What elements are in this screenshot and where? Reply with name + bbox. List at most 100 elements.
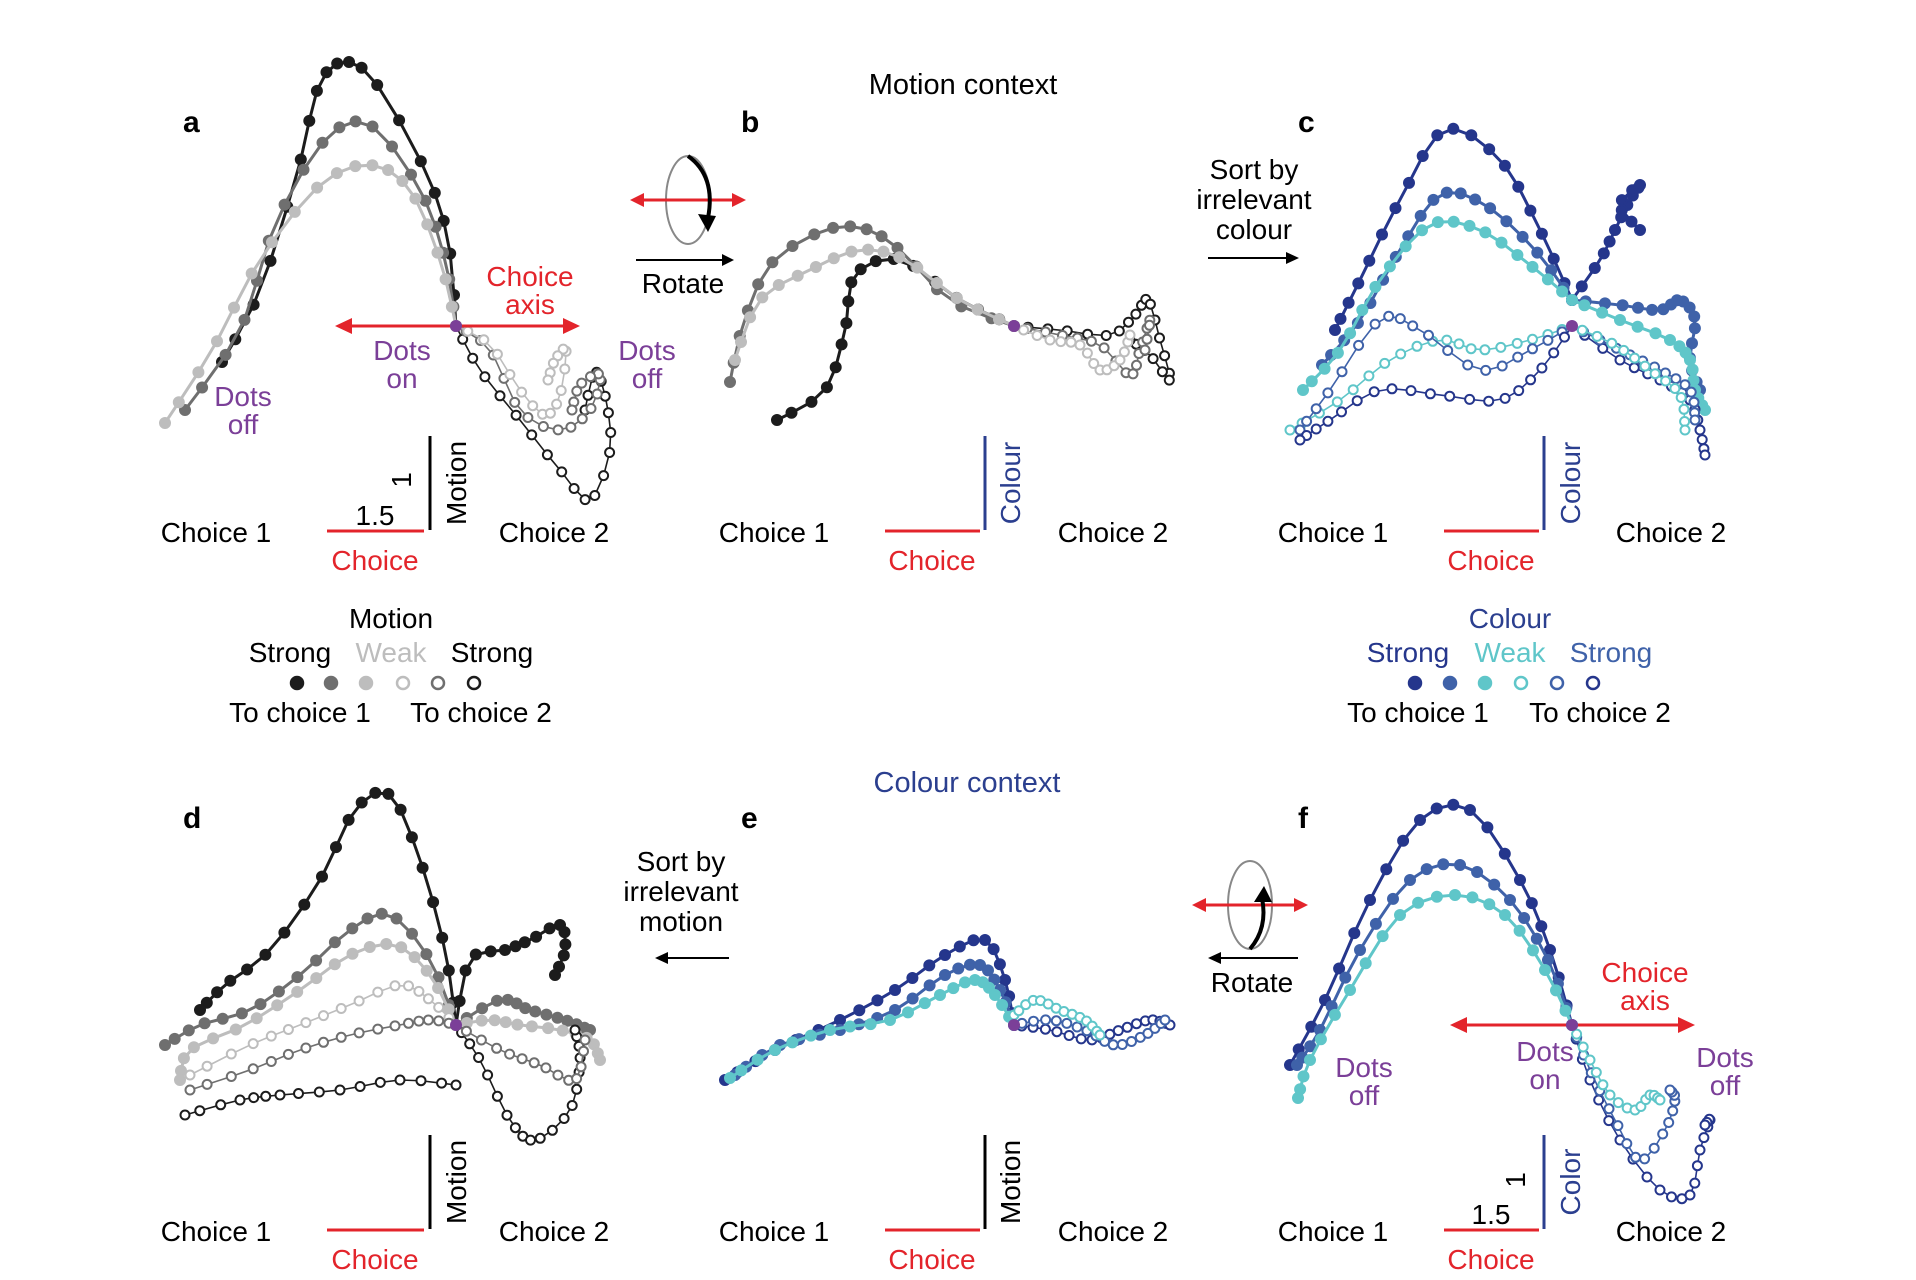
trajectory-point xyxy=(1159,350,1171,362)
trajectory-point xyxy=(1578,299,1591,312)
trajectory-point xyxy=(971,303,984,316)
trajectory-point xyxy=(546,1124,558,1136)
trajectory-point xyxy=(534,1132,546,1144)
trajectory-point xyxy=(453,995,466,1007)
trajectory-point xyxy=(328,936,341,949)
trajectory-point xyxy=(484,945,497,958)
trajectory-point xyxy=(602,407,614,419)
trajectory-point xyxy=(196,381,209,394)
legend-title: Colour xyxy=(1469,603,1551,634)
trajectory-point xyxy=(582,389,594,401)
trajectory-point xyxy=(1055,336,1067,348)
trajectory-point xyxy=(225,1048,237,1060)
trajectory-point xyxy=(1284,424,1296,436)
trajectory-point xyxy=(194,1004,206,1016)
legend-marker xyxy=(1477,675,1493,691)
trajectory-point xyxy=(1657,1128,1669,1140)
trajectory-point xyxy=(999,974,1011,986)
trajectory-point xyxy=(559,363,571,375)
panel-d-annotations: Motion Choice Choice 1 Choice 2 xyxy=(161,1019,610,1275)
trajectory-point xyxy=(228,301,240,314)
trajectory-point xyxy=(476,1002,489,1015)
trajectory-point xyxy=(1159,1014,1171,1026)
trajectory-point xyxy=(1297,1070,1310,1083)
legend-marker xyxy=(323,675,339,691)
trajectory-point xyxy=(1363,370,1375,382)
trajectory-line xyxy=(1288,803,1574,1066)
choice-scale-label: Choice xyxy=(1447,545,1534,576)
trajectory-point xyxy=(254,998,267,1011)
trajectory-point xyxy=(421,218,434,231)
choice2-label: Choice 2 xyxy=(499,517,610,548)
colour-context-heading: Colour context xyxy=(874,767,1061,799)
trajectory-point xyxy=(1454,859,1466,871)
trajectory-point xyxy=(1525,374,1537,386)
trajectory-point xyxy=(501,1109,513,1121)
trajectory-point xyxy=(939,969,951,981)
trajectory-point xyxy=(168,1032,181,1045)
trajectory-point xyxy=(462,325,474,337)
trajectory-point xyxy=(528,1057,540,1069)
trajectory-point xyxy=(862,243,875,256)
trajectory-point xyxy=(1389,202,1402,215)
trajectory-point xyxy=(1379,357,1391,369)
colour-scale-label: Colour xyxy=(995,442,1026,524)
trajectory-point xyxy=(349,160,362,173)
trajectory-point xyxy=(1616,299,1629,312)
trajectory-point xyxy=(1648,1142,1660,1154)
trajectory-point xyxy=(1559,331,1570,343)
trajectory-point xyxy=(1590,1066,1602,1078)
trajectory-point xyxy=(551,1011,564,1024)
trajectory-point xyxy=(1380,863,1393,876)
dots-on-marker xyxy=(450,320,462,332)
trajectory-point xyxy=(1447,122,1460,135)
trajectory-point xyxy=(1116,1039,1128,1050)
trajectory-point xyxy=(877,245,890,258)
trajectory-point xyxy=(1154,332,1165,344)
trajectory-point xyxy=(1063,1030,1075,1041)
trajectory-point xyxy=(511,1018,524,1031)
choice-axis-arrowhead-right xyxy=(1678,1017,1695,1033)
choice2-label: Choice 2 xyxy=(499,1216,610,1247)
trajectory-point xyxy=(525,1020,538,1033)
trajectory-line xyxy=(1296,893,1574,1099)
trajectory-point xyxy=(1596,306,1609,319)
trajectory-point xyxy=(409,192,422,205)
trajectory-point xyxy=(947,982,960,995)
trajectory-point xyxy=(1304,1054,1316,1066)
trajectory-point xyxy=(396,175,409,187)
trajectory-point xyxy=(1416,224,1428,237)
trajectory-point xyxy=(1292,1092,1304,1104)
panel-letter-a: a xyxy=(183,106,200,139)
trajectory-point xyxy=(967,934,980,947)
choice2-label: Choice 2 xyxy=(1616,517,1727,548)
trajectory-point xyxy=(845,276,858,289)
trajectory-point xyxy=(1126,1036,1137,1047)
trajectory-point xyxy=(1488,878,1501,891)
trajectory-point xyxy=(1050,1015,1062,1027)
trajectory-point xyxy=(349,115,362,128)
trajectory-point xyxy=(558,926,571,939)
trajectory-point xyxy=(835,338,848,351)
trajectory-point xyxy=(382,787,395,800)
motion-scale-label: Motion xyxy=(441,441,472,525)
trajectory-point xyxy=(1688,322,1701,335)
choice-scale-label: Choice xyxy=(888,1244,975,1275)
panel-c-trajectories xyxy=(1284,122,1711,461)
trajectory-point xyxy=(557,343,569,355)
trajectory-point xyxy=(405,831,418,844)
trajectory-point xyxy=(1625,215,1638,228)
trajectory-point xyxy=(1606,337,1618,349)
trajectory-point xyxy=(1518,912,1531,924)
trajectory-point xyxy=(808,228,821,241)
trajectory-point xyxy=(478,334,490,346)
trajectory-point xyxy=(1511,337,1523,349)
trajectory-point xyxy=(1684,1189,1696,1201)
trajectory-point xyxy=(1628,362,1640,374)
trajectory-point xyxy=(1075,1033,1087,1045)
trajectory-point xyxy=(1479,344,1491,356)
trajectory-point xyxy=(303,114,316,127)
trajectory-point xyxy=(891,241,904,254)
trajectory-point xyxy=(159,417,171,429)
